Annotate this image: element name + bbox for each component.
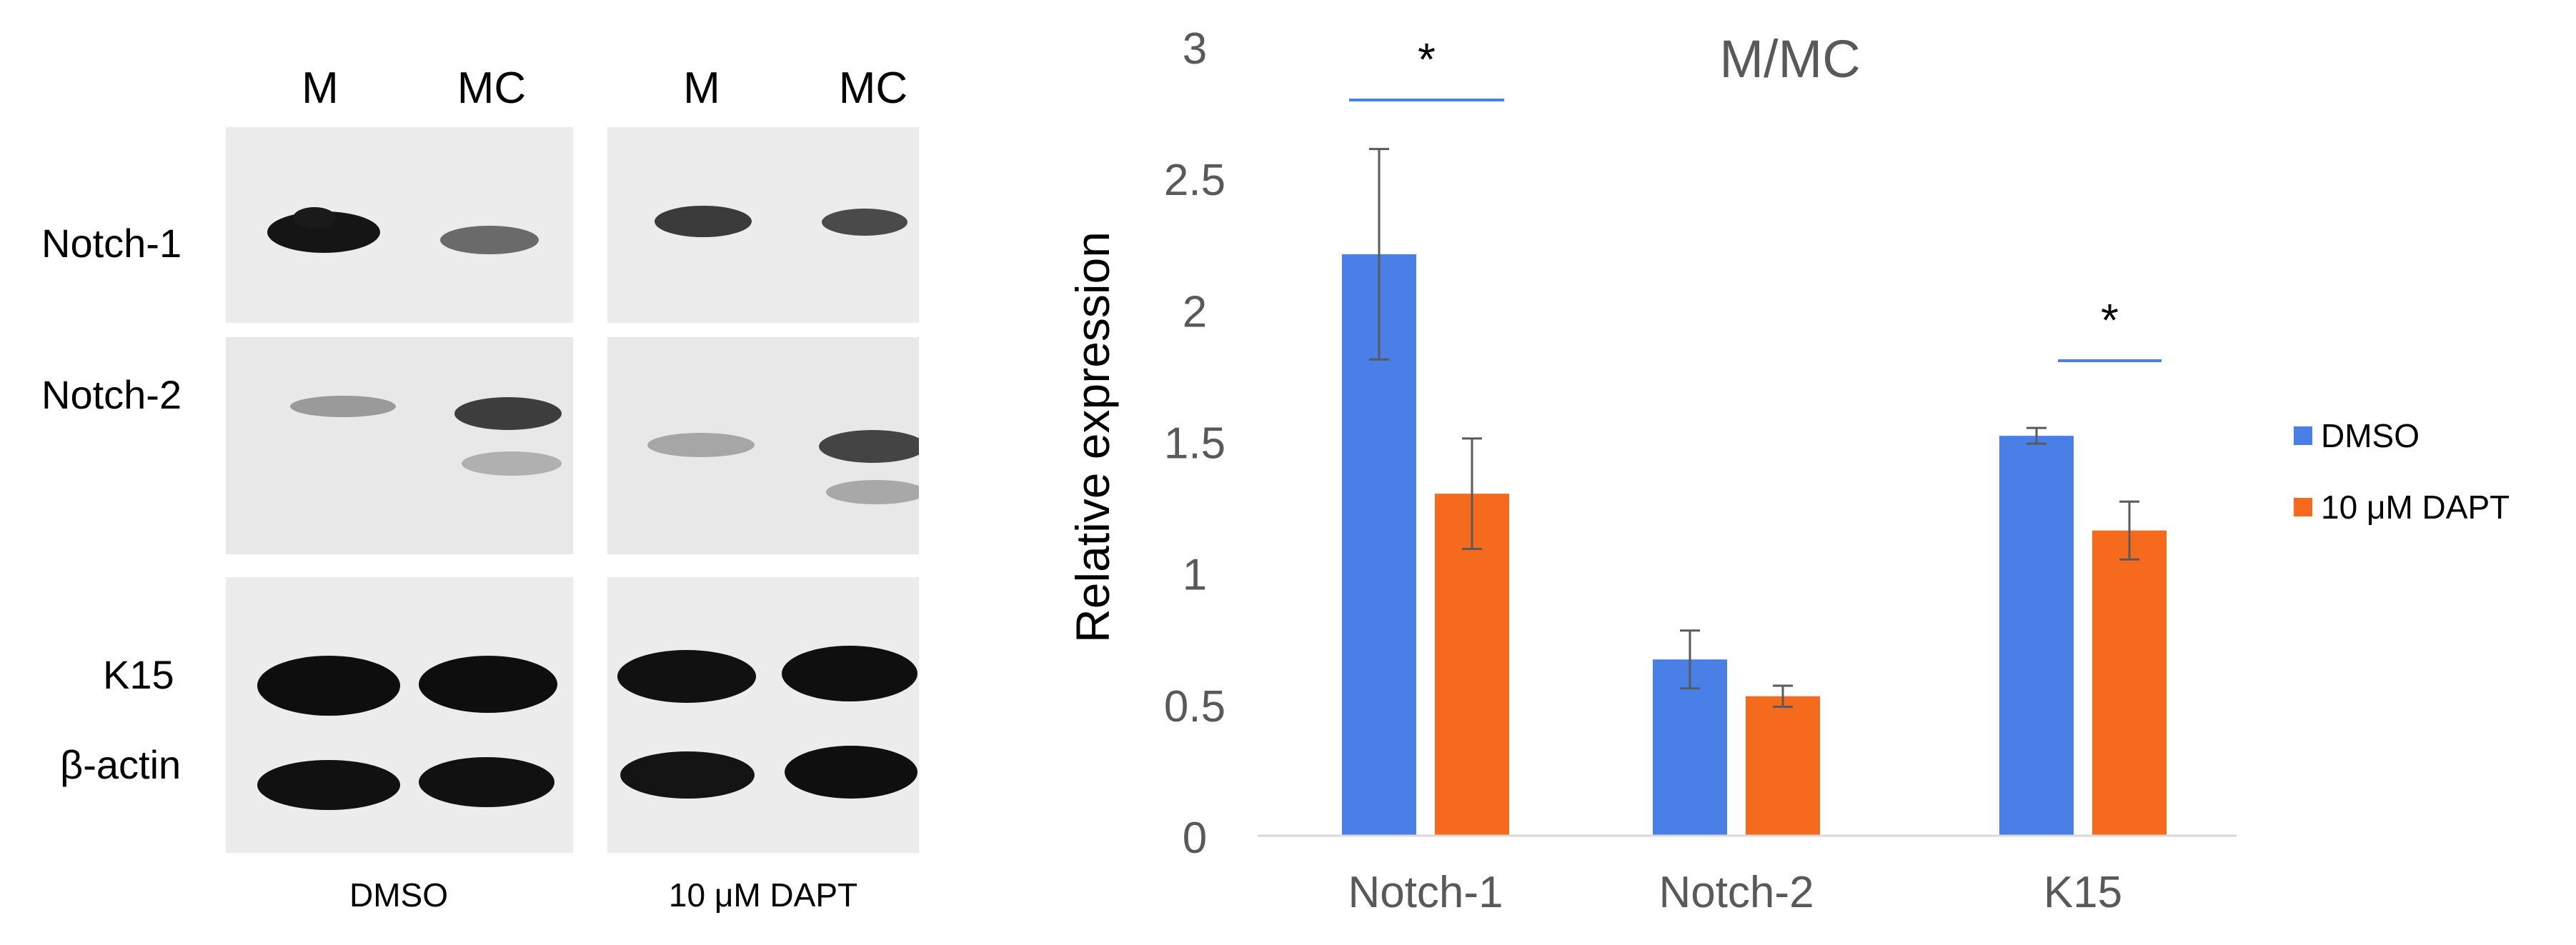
- y-tick-label: 1.5: [1164, 419, 1225, 469]
- y-tick-label: 1: [1183, 551, 1207, 600]
- band: [655, 206, 752, 237]
- significance-asterisk: *: [2101, 294, 2119, 346]
- legend-swatch-dmso: [2294, 426, 2312, 445]
- band: [819, 430, 919, 463]
- x-axis-ticks: Notch-1 Notch-2 K15: [1348, 868, 2122, 917]
- x-tick-label: K15: [2044, 868, 2122, 917]
- blot-panel-notch2-dmso: [226, 337, 573, 554]
- band: [647, 433, 755, 457]
- bar-dapt: [1746, 696, 1820, 836]
- band: [290, 396, 396, 417]
- legend-label-dmso: DMSO: [2321, 417, 2420, 454]
- legend-item-dapt: 10 μM DAPT: [2294, 471, 2510, 543]
- row-label-notch1: Notch-1: [41, 221, 182, 266]
- band: [822, 209, 907, 236]
- band: [419, 656, 557, 713]
- condition-label-dmso: DMSO: [349, 876, 448, 914]
- band: [257, 760, 400, 810]
- band: [454, 397, 562, 430]
- legend-label-dapt: 10 μM DAPT: [2321, 489, 2510, 526]
- bars: [1342, 254, 2167, 836]
- blot-panel-k15-actin-dmso: [226, 577, 573, 853]
- y-tick-label: 2: [1183, 287, 1207, 336]
- y-tick-label: 0: [1183, 814, 1207, 863]
- band: [620, 751, 755, 799]
- band: [257, 656, 400, 716]
- x-tick-label: Notch-1: [1348, 868, 1503, 917]
- bar-dmso: [1999, 436, 2074, 836]
- band: [419, 757, 555, 807]
- band: [293, 207, 336, 229]
- y-tick-label: 2.5: [1164, 156, 1225, 205]
- blot-panel-notch1-dmso: [226, 127, 573, 323]
- band: [617, 650, 756, 703]
- lane-label-dmso-m: M: [302, 64, 339, 113]
- error-bars: [1369, 148, 2139, 709]
- y-tick-label: 3: [1183, 24, 1207, 74]
- significance-markers: **: [1349, 34, 2162, 362]
- band: [782, 646, 917, 701]
- row-label-beta-actin: β-actin: [60, 742, 181, 787]
- chart-title: M/MC: [1719, 29, 1860, 89]
- row-label-notch2: Notch-2: [41, 372, 182, 417]
- significance-asterisk: *: [1418, 34, 1436, 85]
- y-axis-ticks: 0 0.5 1 1.5 2 2.5 3: [1164, 24, 1225, 863]
- bar-dapt: [1435, 494, 1509, 836]
- blot-panel-notch2-dapt: [607, 337, 919, 554]
- y-tick-label: 0.5: [1164, 682, 1225, 731]
- row-label-k15: K15: [103, 652, 174, 697]
- lane-label-dmso-mc: MC: [457, 64, 527, 113]
- band: [785, 746, 917, 799]
- chart-legend: DMSO 10 μM DAPT: [2294, 400, 2510, 543]
- band: [826, 480, 919, 504]
- blot-panel-notch1-dapt: [607, 127, 919, 323]
- x-tick-label: Notch-2: [1659, 868, 1814, 917]
- band: [462, 451, 562, 476]
- bar-dapt: [2092, 530, 2167, 836]
- lane-label-dapt-mc: MC: [838, 64, 908, 113]
- legend-item-dmso: DMSO: [2294, 400, 2510, 471]
- blot-panel-k15-actin-dapt: [607, 577, 919, 853]
- condition-label-dapt: 10 μM DAPT: [668, 876, 858, 914]
- legend-swatch-dapt: [2294, 498, 2312, 516]
- y-axis-label: Relative expression: [1066, 231, 1119, 643]
- lane-label-dapt-m: M: [683, 64, 720, 113]
- band: [440, 226, 539, 254]
